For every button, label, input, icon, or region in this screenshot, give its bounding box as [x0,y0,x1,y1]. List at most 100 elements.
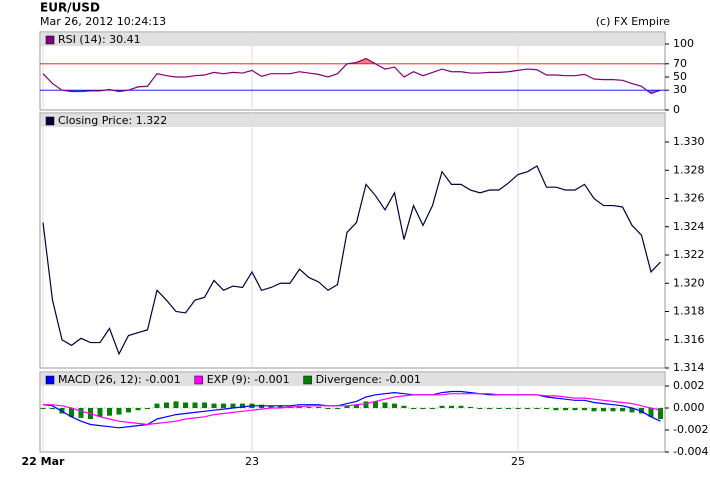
legend-label: MACD (26, 12): -0.001 [58,373,181,386]
divergence-bar [430,408,435,409]
divergence-bar [164,402,169,408]
divergence-bar [335,408,340,409]
divergence-bar [620,408,625,412]
divergence-bar [420,408,426,409]
y-tick-label: 30 [673,83,687,96]
y-tick-label: 100 [673,37,694,50]
y-tick-label: -0.004 [673,445,708,458]
divergence-bar [392,403,397,408]
divergence-bar [506,408,511,409]
copyright: (c) FX Empire [596,15,670,28]
divergence-bar [306,406,312,408]
series-line [42,165,661,356]
panel-frame [39,112,666,369]
x-tick-label: 23 [245,455,259,468]
divergence-bar [648,408,654,417]
divergence-bar [325,408,331,409]
divergence-bar [40,408,46,409]
timestamp: Mar 26, 2012 10:24:13 [40,15,166,28]
divergence-bar [629,408,635,413]
divergence-bar [183,402,188,408]
divergence-bar [278,405,283,408]
divergence-bar [202,402,207,408]
divergence-bar [658,408,663,419]
legend-swatch [303,375,312,385]
panel-header [41,114,664,127]
divergence-bar [553,408,559,411]
divergence-bar [78,408,84,418]
y-tick-label: 0.000 [673,401,705,414]
divergence-bar [525,408,530,409]
divergence-bar [240,403,245,408]
divergence-bar [468,406,473,408]
y-tick-label: 0.002 [673,379,705,392]
divergence-bar [145,408,150,409]
y-tick-label: 70 [673,57,687,70]
divergence-bar [173,401,179,408]
legend-label: Divergence: -0.001 [316,373,421,386]
divergence-bar [544,408,549,410]
symbol: EUR/USD [40,1,100,15]
divergence-bar [411,408,416,409]
divergence-bar [610,408,616,412]
legend-label: EXP (9): -0.001 [207,373,290,386]
divergence-bar [496,408,502,409]
series-line [43,393,661,426]
divergence-bar [50,408,55,410]
divergence-bar [154,403,160,408]
legend-swatch [45,116,55,126]
x-tick-label: 25 [511,455,525,468]
divergence-bar [192,402,198,408]
legend-swatch [45,35,55,45]
legend-label: RSI (14): 30.41 [58,33,141,46]
y-tick-label: 1.324 [673,220,705,233]
divergence-bar [69,408,74,417]
divergence-bar [221,403,226,408]
divergence-bar [591,408,597,412]
divergence-bar [582,408,587,411]
divergence-bar [107,408,112,416]
divergence-bar [126,408,131,413]
divergence-bar [458,405,464,408]
y-tick-label: 50 [673,70,687,83]
divergence-bar [439,405,445,408]
divergence-bar [211,403,217,408]
divergence-bar [477,408,483,409]
divergence-bar [230,403,236,408]
divergence-bar [401,405,407,408]
panel-header [41,33,664,46]
divergence-bar [382,402,388,408]
y-tick-label: 1.320 [673,276,705,289]
divergence-bar [268,405,274,408]
divergence-bar [97,408,103,417]
y-tick-label: 1.314 [673,361,705,374]
y-tick-label: 1.316 [673,333,705,346]
divergence-bar [135,408,141,411]
divergence-bar [572,408,578,411]
divergence-bar [373,401,378,408]
y-tick-label: -0.002 [673,423,708,436]
legend-swatch [194,375,203,385]
x-tick-label: 22 Mar [22,455,66,468]
legend-label: Closing Price: 1.322 [58,114,167,127]
series-line [42,57,661,95]
divergence-bar [515,408,521,409]
y-tick-label: 1.330 [673,135,705,148]
y-tick-label: 1.322 [673,248,705,261]
divergence-bar [344,405,350,408]
divergence-bar [363,401,369,408]
divergence-bar [487,408,492,410]
y-tick-label: 0 [673,103,680,116]
y-tick-label: 1.318 [673,305,705,318]
y-tick-label: 1.328 [673,163,705,176]
divergence-bar [563,408,568,411]
divergence-bar [354,404,359,408]
divergence-bar [601,408,606,412]
y-tick-label: 1.326 [673,192,705,205]
divergence-bar [534,408,540,409]
divergence-bar [116,408,122,415]
divergence-bar [316,406,321,408]
divergence-bar [449,405,454,408]
legend-swatch [45,375,55,385]
